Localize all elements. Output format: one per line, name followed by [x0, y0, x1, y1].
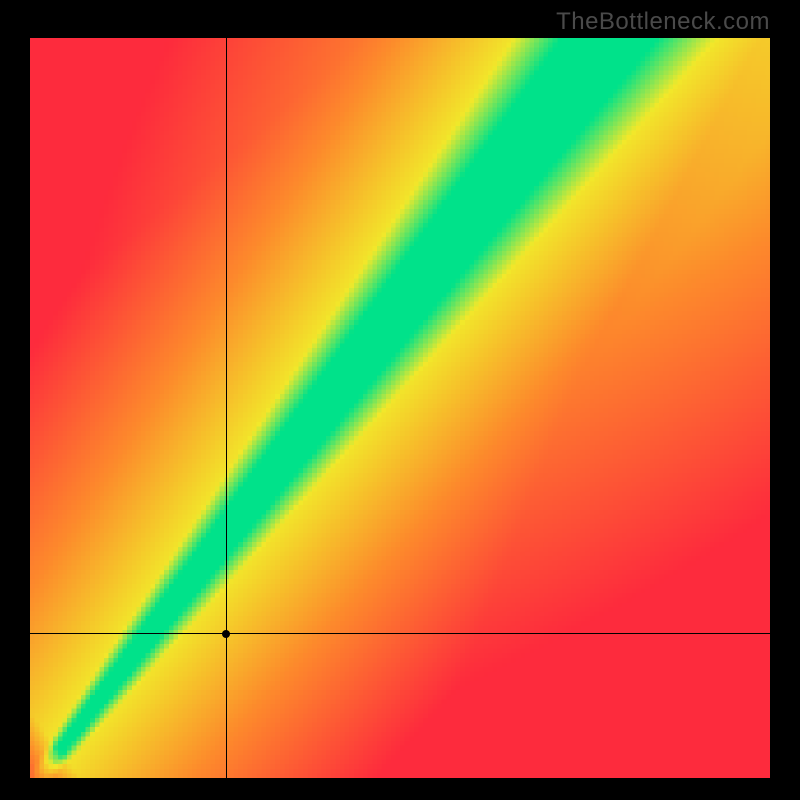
crosshair-marker [222, 630, 230, 638]
chart-container: TheBottleneck.com [0, 0, 800, 800]
watermark-text: TheBottleneck.com [556, 8, 770, 36]
crosshair-vertical [226, 38, 227, 778]
heatmap-plot-area [30, 38, 770, 778]
heatmap-canvas [30, 38, 770, 778]
crosshair-horizontal [30, 633, 770, 634]
